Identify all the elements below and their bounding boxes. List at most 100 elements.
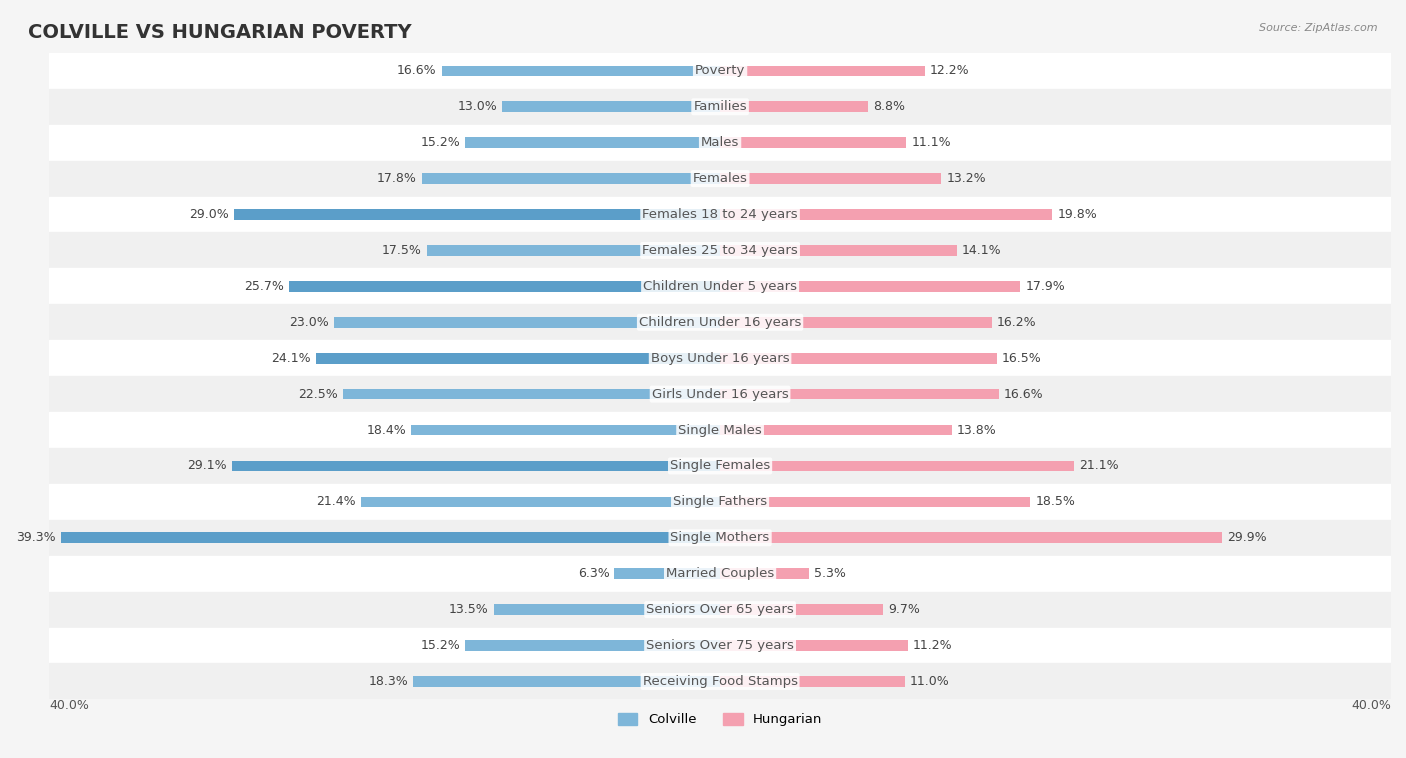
- Bar: [49, 89, 1391, 125]
- Bar: [49, 556, 1391, 592]
- Text: 11.0%: 11.0%: [910, 675, 949, 688]
- Bar: [60, 532, 720, 543]
- Bar: [335, 317, 720, 327]
- Bar: [465, 641, 720, 651]
- Text: 40.0%: 40.0%: [49, 700, 89, 713]
- Bar: [720, 137, 907, 148]
- Text: Single Mothers: Single Mothers: [671, 531, 769, 544]
- Text: 11.1%: 11.1%: [911, 136, 950, 149]
- Bar: [465, 137, 720, 148]
- Bar: [49, 304, 1391, 340]
- Text: Boys Under 16 years: Boys Under 16 years: [651, 352, 789, 365]
- Bar: [720, 568, 808, 579]
- Bar: [49, 448, 1391, 484]
- Text: 29.1%: 29.1%: [187, 459, 226, 472]
- Text: 11.2%: 11.2%: [912, 639, 953, 652]
- Bar: [720, 532, 1222, 543]
- Bar: [502, 102, 720, 112]
- Text: 40.0%: 40.0%: [1351, 700, 1391, 713]
- Bar: [49, 161, 1391, 196]
- Bar: [720, 424, 952, 435]
- Text: 16.6%: 16.6%: [1004, 387, 1043, 401]
- Text: 14.1%: 14.1%: [962, 244, 1001, 257]
- Text: Males: Males: [702, 136, 740, 149]
- Text: 19.8%: 19.8%: [1057, 208, 1097, 221]
- Bar: [49, 376, 1391, 412]
- Bar: [49, 484, 1391, 520]
- Bar: [720, 496, 1031, 507]
- Text: 17.5%: 17.5%: [381, 244, 422, 257]
- Text: 24.1%: 24.1%: [271, 352, 311, 365]
- Text: Single Females: Single Females: [671, 459, 770, 472]
- Text: 8.8%: 8.8%: [873, 100, 904, 113]
- Bar: [441, 65, 720, 77]
- Bar: [720, 209, 1052, 220]
- Text: Married Couples: Married Couples: [666, 567, 775, 580]
- Text: Source: ZipAtlas.com: Source: ZipAtlas.com: [1260, 23, 1378, 33]
- Bar: [49, 233, 1391, 268]
- Bar: [316, 353, 720, 364]
- Text: 15.2%: 15.2%: [420, 136, 460, 149]
- Text: Receiving Food Stamps: Receiving Food Stamps: [643, 675, 797, 688]
- Bar: [232, 461, 720, 471]
- Bar: [720, 389, 998, 399]
- Bar: [49, 592, 1391, 628]
- Text: 5.3%: 5.3%: [814, 567, 846, 580]
- Text: 17.8%: 17.8%: [377, 172, 416, 185]
- Bar: [49, 196, 1391, 233]
- Text: 12.2%: 12.2%: [929, 64, 969, 77]
- Text: 17.9%: 17.9%: [1025, 280, 1066, 293]
- Text: 18.4%: 18.4%: [367, 424, 406, 437]
- Text: 15.2%: 15.2%: [420, 639, 460, 652]
- Text: 39.3%: 39.3%: [17, 531, 56, 544]
- Bar: [720, 317, 991, 327]
- Text: 21.4%: 21.4%: [316, 496, 356, 509]
- Text: Single Males: Single Males: [678, 424, 762, 437]
- Text: Females: Females: [693, 172, 748, 185]
- Bar: [343, 389, 720, 399]
- Text: 29.9%: 29.9%: [1226, 531, 1267, 544]
- Bar: [720, 281, 1021, 292]
- Text: 13.2%: 13.2%: [946, 172, 986, 185]
- Bar: [720, 245, 956, 255]
- Text: Families: Families: [693, 100, 747, 113]
- Bar: [49, 268, 1391, 304]
- Text: 13.0%: 13.0%: [457, 100, 496, 113]
- Text: Children Under 16 years: Children Under 16 years: [638, 316, 801, 329]
- Bar: [422, 174, 720, 184]
- Text: 18.3%: 18.3%: [368, 675, 408, 688]
- Bar: [49, 663, 1391, 700]
- Bar: [720, 102, 868, 112]
- Text: 21.1%: 21.1%: [1078, 459, 1119, 472]
- Text: Poverty: Poverty: [695, 64, 745, 77]
- Bar: [720, 676, 904, 687]
- Bar: [49, 412, 1391, 448]
- Bar: [426, 245, 720, 255]
- Bar: [614, 568, 720, 579]
- Text: 6.3%: 6.3%: [578, 567, 609, 580]
- Bar: [720, 461, 1074, 471]
- Text: Seniors Over 75 years: Seniors Over 75 years: [647, 639, 794, 652]
- Bar: [233, 209, 720, 220]
- Bar: [720, 604, 883, 615]
- Text: Seniors Over 65 years: Seniors Over 65 years: [647, 603, 794, 616]
- Text: 25.7%: 25.7%: [245, 280, 284, 293]
- Bar: [290, 281, 720, 292]
- Text: 13.5%: 13.5%: [449, 603, 489, 616]
- Text: 29.0%: 29.0%: [188, 208, 229, 221]
- Bar: [412, 424, 720, 435]
- Text: Females 18 to 24 years: Females 18 to 24 years: [643, 208, 797, 221]
- Text: COLVILLE VS HUNGARIAN POVERTY: COLVILLE VS HUNGARIAN POVERTY: [28, 23, 412, 42]
- Bar: [720, 65, 925, 77]
- Bar: [720, 353, 997, 364]
- Text: 23.0%: 23.0%: [290, 316, 329, 329]
- Bar: [720, 174, 942, 184]
- Bar: [49, 125, 1391, 161]
- Bar: [49, 628, 1391, 663]
- Text: 9.7%: 9.7%: [887, 603, 920, 616]
- Bar: [720, 641, 908, 651]
- Text: 16.5%: 16.5%: [1002, 352, 1042, 365]
- Bar: [494, 604, 720, 615]
- Text: Children Under 5 years: Children Under 5 years: [643, 280, 797, 293]
- Text: Females 25 to 34 years: Females 25 to 34 years: [643, 244, 799, 257]
